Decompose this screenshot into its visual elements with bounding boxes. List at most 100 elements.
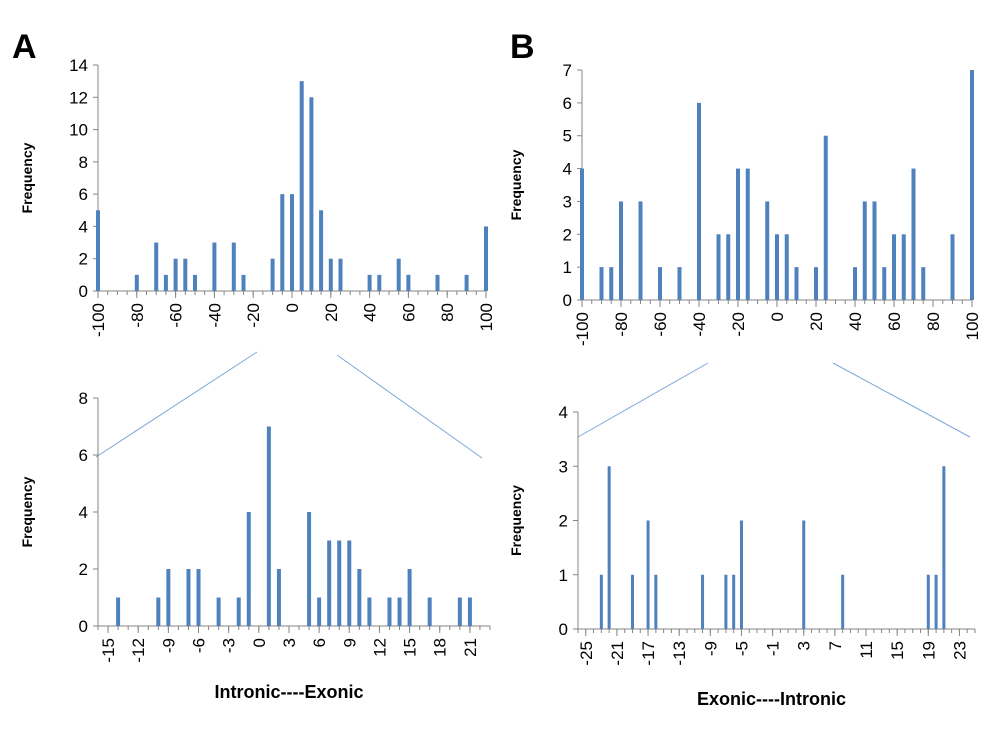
x-tick-label: -5 bbox=[732, 641, 751, 656]
bar bbox=[814, 267, 818, 300]
bar bbox=[347, 540, 352, 626]
bar bbox=[216, 597, 221, 626]
zoom-connector-a-right bbox=[336, 354, 483, 459]
x-tick-label: -6 bbox=[190, 638, 209, 653]
chart-b-top: 0 1 2 3 4 5 6 7 -100 -80 -60 -40 -20 0 20 40 60 80 100 Freq… bbox=[508, 61, 982, 346]
panel-label-b: B bbox=[510, 28, 535, 66]
bar bbox=[467, 597, 472, 626]
bar bbox=[739, 520, 743, 629]
x-tick-label: 80 bbox=[924, 312, 943, 331]
chart-a-top: 0 2 4 6 8 10 12 14 -100 -80 -60 -40 -20 0 20 40 60 80 100 F… bbox=[19, 56, 496, 337]
x-tick-label: -9 bbox=[159, 638, 178, 653]
bar bbox=[406, 274, 411, 291]
bar bbox=[407, 569, 412, 626]
panel-label-a: A bbox=[12, 28, 37, 66]
x-tick-label: 20 bbox=[322, 303, 341, 322]
x-tick-label: 60 bbox=[399, 303, 418, 322]
bar bbox=[299, 81, 304, 292]
x-tick-label: 100 bbox=[963, 312, 982, 340]
bar bbox=[212, 242, 217, 291]
x-tick-label: -100 bbox=[573, 312, 592, 346]
bar bbox=[882, 267, 887, 300]
bar bbox=[196, 569, 201, 626]
y-tick-label: 12 bbox=[69, 88, 88, 107]
x-tick-label: -12 bbox=[129, 638, 148, 663]
bar bbox=[276, 569, 281, 626]
bar bbox=[872, 201, 877, 300]
bar bbox=[697, 102, 701, 300]
x-tick-label: -9 bbox=[701, 641, 720, 656]
bar bbox=[638, 201, 643, 300]
bar bbox=[921, 267, 926, 300]
bar bbox=[266, 426, 271, 626]
x-tick-label: 20 bbox=[807, 312, 826, 331]
x-tick-label: 19 bbox=[919, 641, 938, 660]
bar bbox=[163, 274, 168, 291]
y-tick-label: 1 bbox=[563, 258, 572, 277]
bar bbox=[658, 267, 662, 300]
bar bbox=[775, 234, 779, 300]
x-tick-label: -40 bbox=[690, 312, 709, 337]
bar bbox=[246, 512, 251, 626]
bar bbox=[580, 168, 584, 300]
x-tick-label: 3 bbox=[795, 641, 814, 650]
bar bbox=[193, 274, 197, 291]
x-tick-label: 3 bbox=[280, 638, 299, 647]
y-tick-label: 8 bbox=[79, 153, 88, 172]
x-tick-label: 11 bbox=[857, 641, 876, 659]
bar bbox=[96, 210, 100, 291]
bar bbox=[934, 574, 938, 629]
y-tick-label: 2 bbox=[559, 512, 568, 531]
bar bbox=[396, 258, 401, 291]
x-tick-label: 60 bbox=[885, 312, 904, 331]
x-tick-label: 80 bbox=[438, 303, 457, 322]
bar bbox=[736, 168, 740, 300]
bar bbox=[841, 574, 845, 629]
bar bbox=[280, 194, 285, 291]
bar bbox=[270, 258, 275, 291]
y-tick-label: 8 bbox=[79, 389, 88, 408]
x-tick-label: -60 bbox=[167, 303, 186, 328]
bar bbox=[427, 597, 432, 626]
x-tick-label: 21 bbox=[461, 638, 480, 657]
y-axis-label: Frequency bbox=[19, 476, 35, 547]
x-tick-label: 40 bbox=[361, 303, 380, 322]
bar bbox=[607, 466, 611, 629]
x-tick-label: -60 bbox=[651, 312, 670, 337]
bar bbox=[970, 70, 974, 300]
bar bbox=[236, 597, 241, 626]
bar bbox=[677, 267, 682, 300]
x-tick-label: -80 bbox=[612, 312, 631, 337]
bar bbox=[599, 574, 603, 629]
x-tick-label: 15 bbox=[888, 641, 907, 660]
y-tick-label: 2 bbox=[79, 560, 88, 579]
bar bbox=[911, 168, 916, 300]
bar bbox=[646, 520, 650, 629]
x-tick-label: -13 bbox=[670, 641, 689, 666]
zoom-connector-b-right bbox=[832, 362, 971, 438]
x-tick-label: -80 bbox=[128, 303, 147, 328]
x-tick-label: 18 bbox=[431, 638, 450, 657]
bar bbox=[309, 97, 314, 292]
y-tick-label: 4 bbox=[563, 160, 572, 179]
x-axis-label: Intronic----Exonic bbox=[215, 682, 364, 702]
bar bbox=[484, 226, 488, 291]
bar bbox=[950, 234, 955, 300]
bar bbox=[231, 242, 236, 291]
x-tick-label: -20 bbox=[244, 303, 263, 328]
y-tick-label: 5 bbox=[563, 127, 572, 146]
bar bbox=[926, 574, 930, 629]
bar bbox=[464, 274, 469, 291]
bar bbox=[319, 210, 324, 291]
y-tick-label: 6 bbox=[79, 185, 88, 204]
bar bbox=[599, 267, 604, 300]
y-tick-label: 10 bbox=[69, 121, 88, 140]
y-tick-label: 2 bbox=[563, 225, 572, 244]
bar bbox=[166, 569, 171, 626]
bar bbox=[435, 274, 440, 291]
bar bbox=[823, 135, 828, 300]
bar bbox=[186, 569, 191, 626]
x-tick-label: 100 bbox=[477, 303, 496, 331]
bar bbox=[241, 274, 246, 291]
